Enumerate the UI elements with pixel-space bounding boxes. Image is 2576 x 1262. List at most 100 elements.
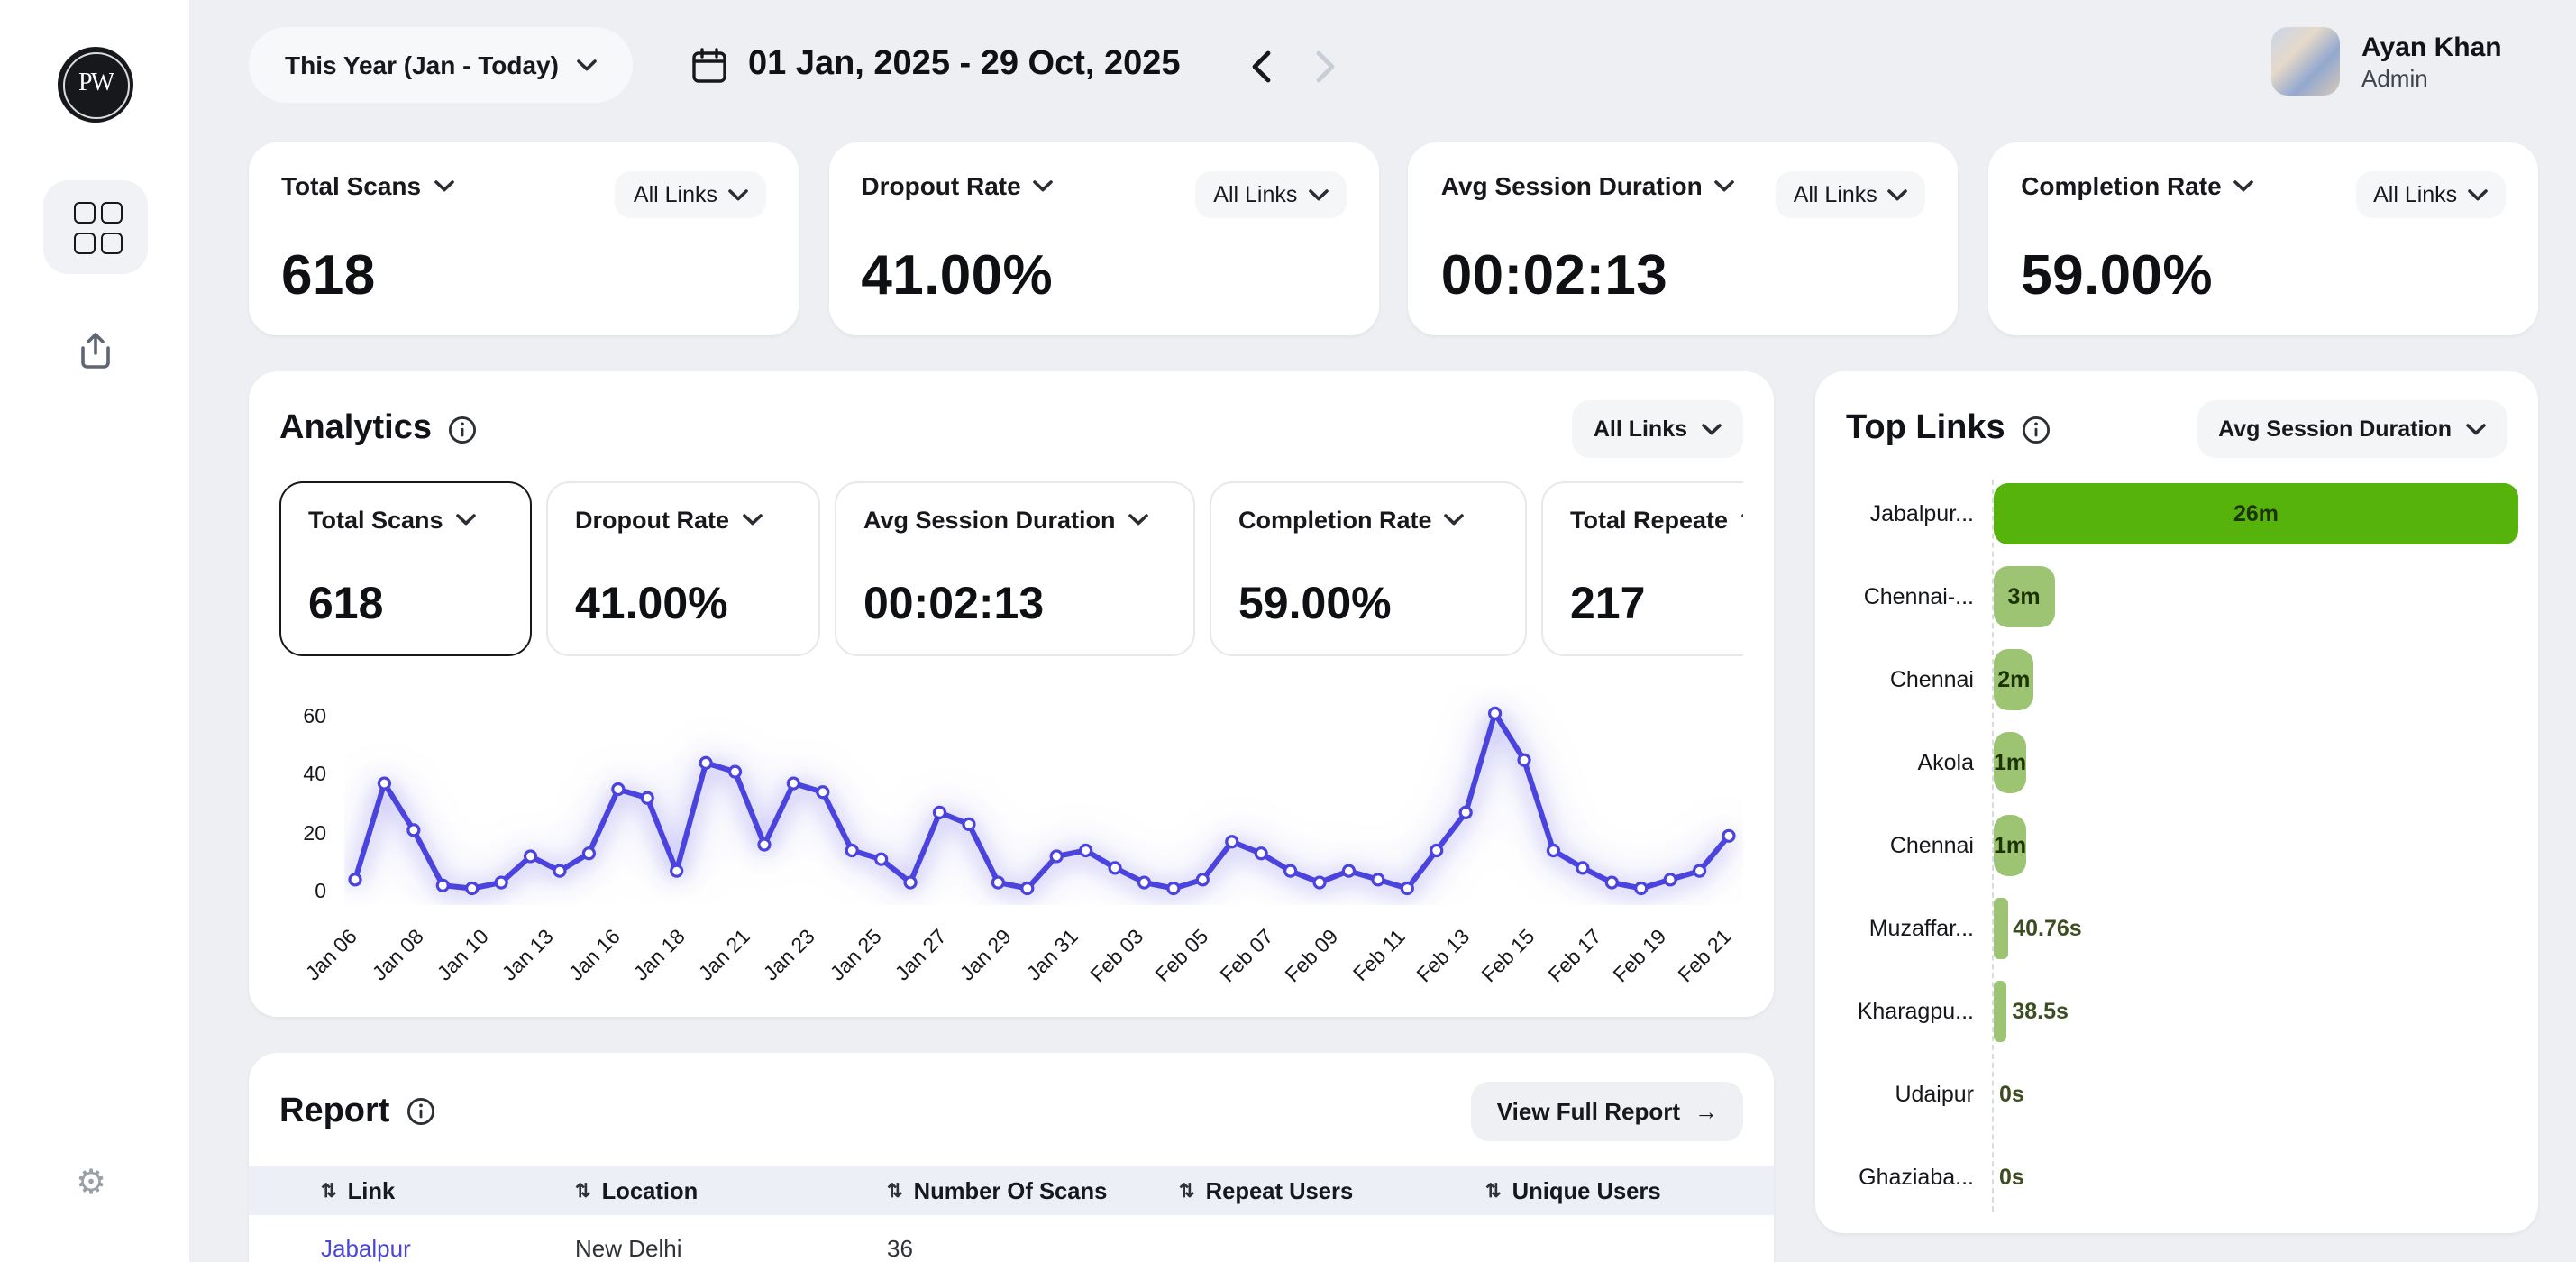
metric-tab-total-scans[interactable]: Total Scans618 <box>279 481 532 656</box>
x-tick-label: Jan 08 <box>369 927 428 986</box>
kpi-links-filter[interactable]: All Links <box>616 171 766 218</box>
logo-monogram: PW <box>78 70 113 99</box>
x-tick-label: Feb 15 <box>1479 927 1540 988</box>
chevron-down-icon <box>1740 514 1743 526</box>
sidebar-item-export[interactable] <box>76 328 115 371</box>
arrow-right-icon: → <box>1694 1098 1718 1125</box>
data-point <box>759 839 770 850</box>
metric-tab-dropout-rate[interactable]: Dropout Rate41.00% <box>546 481 820 656</box>
info-icon[interactable] <box>2022 414 2052 444</box>
chevron-down-icon <box>577 59 597 71</box>
analytics-panel: Analytics All Links Total Scans618Dropou… <box>249 371 1774 1017</box>
report-col-label: Location <box>602 1177 699 1204</box>
top-links-metric-filter[interactable]: Avg Session Duration <box>2197 400 2507 458</box>
data-point <box>671 865 682 876</box>
chevron-down-icon <box>1034 179 1054 192</box>
kpi-metric-selector[interactable]: Avg Session Duration <box>1441 171 1735 200</box>
x-tick-label: Feb 19 <box>1610 927 1671 988</box>
data-point <box>1227 837 1238 847</box>
report-col-header-unique-users[interactable]: ⇅Unique Users <box>1485 1166 1661 1215</box>
report-col-header-repeat-users[interactable]: ⇅Repeat Users <box>1179 1166 1353 1215</box>
table-row: JabalpurNew Delhi36 <box>249 1215 1774 1262</box>
top-links-header: Top Links Avg Session Duration <box>1815 371 2538 458</box>
line-chart-x-axis: Jan 06Jan 08Jan 10Jan 13Jan 16Jan 18Jan … <box>344 909 1743 988</box>
chevron-down-icon <box>1888 188 1908 201</box>
data-point <box>818 787 828 798</box>
data-point <box>1431 845 1442 855</box>
data-point <box>992 877 1003 888</box>
y-tick-label: 60 <box>279 707 326 728</box>
y-tick-label: 20 <box>279 823 326 845</box>
kpi-links-filter[interactable]: All Links <box>1776 171 1926 218</box>
sidebar-item-dashboard[interactable] <box>43 180 148 274</box>
prev-period-button[interactable] <box>1237 43 1283 90</box>
top-link-value: 0s <box>1999 1064 2024 1125</box>
report-panel: Report View Full Report → ⇅Link⇅Location… <box>249 1053 1774 1262</box>
top-link-bar[interactable] <box>1994 981 2006 1042</box>
metric-tab-label: Dropout Rate <box>575 507 791 534</box>
sidebar-item-settings[interactable]: ⚙ <box>76 1163 115 1206</box>
top-link-row: Jabalpur...26m <box>1844 472 2517 555</box>
report-link-cell[interactable]: Jabalpur <box>321 1215 411 1262</box>
kpi-metric-selector[interactable]: Completion Rate <box>2021 171 2253 200</box>
chevron-down-icon <box>742 514 762 526</box>
top-link-value: 1m <box>1994 732 2026 793</box>
metric-tab-completion-rate[interactable]: Completion Rate59.00% <box>1210 481 1527 656</box>
view-full-report-button[interactable]: View Full Report → <box>1472 1082 1743 1141</box>
period-selector[interactable]: This Year (Jan - Today) <box>249 27 633 103</box>
chevron-down-icon <box>2468 188 2488 201</box>
sort-icon: ⇅ <box>1179 1180 1195 1202</box>
metric-tab-value: 217 <box>1570 579 1743 631</box>
data-point <box>525 851 536 862</box>
metric-tab-value: 00:02:13 <box>863 579 1166 631</box>
top-link-row: Chennai1m <box>1844 804 2517 887</box>
kpi-label: Dropout Rate <box>861 171 1020 200</box>
report-col-header-location[interactable]: ⇅Location <box>575 1166 698 1215</box>
dashboard-root: PW ⚙ This Year (Jan - Today) 01 Jan, 202… <box>0 0 2576 1262</box>
report-col-header-link[interactable]: ⇅Link <box>321 1166 395 1215</box>
top-link-row: Ghaziaba... 0s <box>1844 1136 2517 1219</box>
sort-icon: ⇅ <box>887 1180 903 1202</box>
kpi-filter-label: All Links <box>634 182 717 207</box>
analytics-links-filter[interactable]: All Links <box>1572 400 1743 458</box>
kpi-metric-selector[interactable]: Total Scans <box>281 171 453 200</box>
top-link-label: Chennai <box>1844 667 1992 692</box>
data-point <box>846 845 857 855</box>
chevron-down-icon <box>1702 423 1722 435</box>
data-point <box>1022 883 1033 894</box>
metric-tab-total-repeate[interactable]: Total Repeate217 <box>1541 481 1743 656</box>
user-menu[interactable]: Ayan Khan Admin <box>2271 27 2502 96</box>
data-point <box>788 778 799 789</box>
chevron-down-icon <box>1128 514 1148 526</box>
data-point <box>700 757 711 768</box>
report-col-header-number-of-scans[interactable]: ⇅ Number Of Scans <box>887 1166 1107 1215</box>
user-role: Admin <box>2361 64 2502 91</box>
chevron-down-icon <box>2466 423 2486 435</box>
top-links-panel: Top Links Avg Session Duration Jabalpur.… <box>1815 371 2538 1233</box>
chevron-down-icon <box>728 188 748 201</box>
dashboard-grid-icon <box>73 201 118 253</box>
data-point <box>1636 883 1647 894</box>
sidebar: PW ⚙ <box>0 0 189 1262</box>
app-logo[interactable]: PW <box>58 47 133 123</box>
report-col-label: Number Of Scans <box>914 1177 1108 1204</box>
info-icon[interactable] <box>406 1096 436 1127</box>
data-point <box>964 818 974 829</box>
x-tick-label: Feb 11 <box>1349 927 1409 986</box>
data-point <box>1051 851 1062 862</box>
top-link-bar[interactable] <box>1994 898 2007 959</box>
x-tick-label: Jan 21 <box>696 927 755 986</box>
metric-tab-avg-session-duration[interactable]: Avg Session Duration00:02:13 <box>835 481 1195 656</box>
kpi-links-filter[interactable]: All Links <box>1195 171 1346 218</box>
line-chart-plot <box>344 685 1743 905</box>
view-full-report-label: View Full Report <box>1497 1098 1680 1125</box>
top-link-row: Chennai-...3m <box>1844 555 2517 638</box>
top-link-value: 0s <box>1999 1147 2024 1208</box>
data-point <box>1519 754 1530 765</box>
next-period-button[interactable] <box>1302 43 1348 90</box>
top-link-label: Ghaziaba... <box>1844 1165 1992 1190</box>
kpi-metric-selector[interactable]: Dropout Rate <box>861 171 1053 200</box>
kpi-links-filter[interactable]: All Links <box>2355 171 2506 218</box>
data-point <box>467 883 478 894</box>
info-icon[interactable] <box>448 414 479 444</box>
